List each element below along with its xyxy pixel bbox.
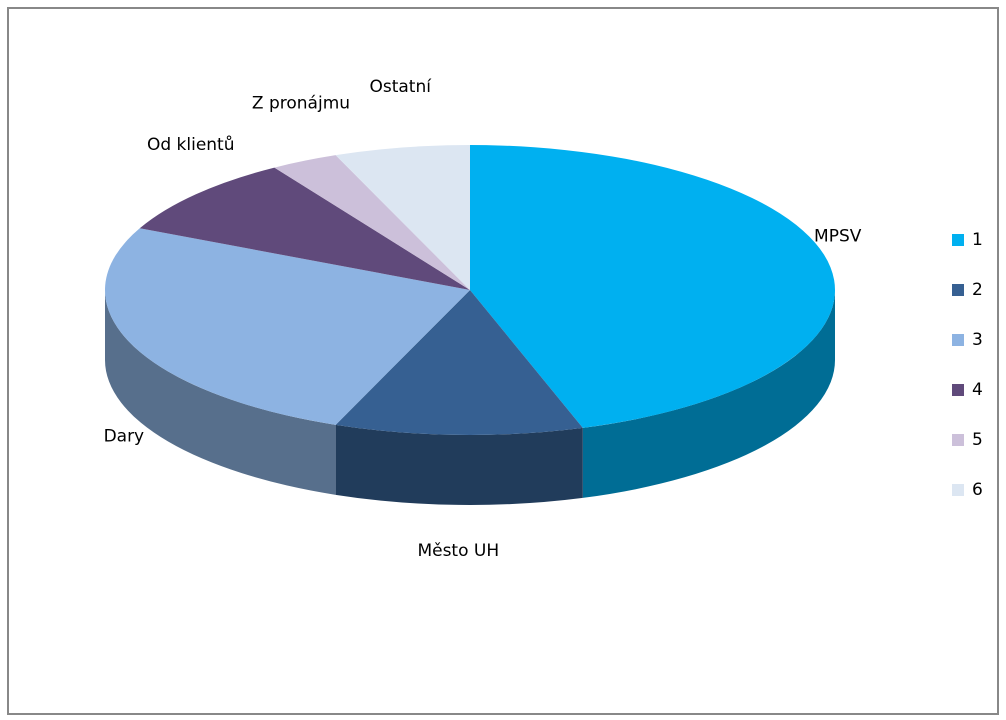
slice — [139, 167, 470, 290]
legend-swatch — [952, 234, 964, 246]
legend-label: 5 — [972, 430, 983, 450]
slice-label: Ostatní — [369, 77, 432, 97]
slice — [335, 145, 470, 290]
slice — [104, 228, 470, 425]
slice-label: Od klientů — [147, 135, 235, 155]
slice-side — [335, 424, 583, 506]
legend-swatch — [952, 484, 964, 496]
slice — [274, 155, 470, 290]
slice-label: Z pronájmu — [252, 94, 350, 114]
legend-label: 2 — [972, 280, 983, 300]
legend-swatch — [952, 334, 964, 346]
slice — [335, 290, 583, 435]
slice-side — [105, 290, 336, 495]
legend-swatch — [952, 284, 964, 296]
legend-label: 6 — [972, 480, 983, 500]
legend-label: 4 — [972, 380, 983, 400]
legend-swatch — [952, 434, 964, 446]
legend-swatch — [952, 384, 964, 396]
slice-label: Město UH — [417, 541, 499, 561]
slice-side — [582, 290, 835, 498]
slice — [470, 145, 835, 428]
slice-label: MPSV — [814, 227, 862, 247]
legend-label: 1 — [972, 230, 983, 250]
legend-label: 3 — [972, 330, 983, 350]
slice-label: Dary — [104, 427, 145, 447]
